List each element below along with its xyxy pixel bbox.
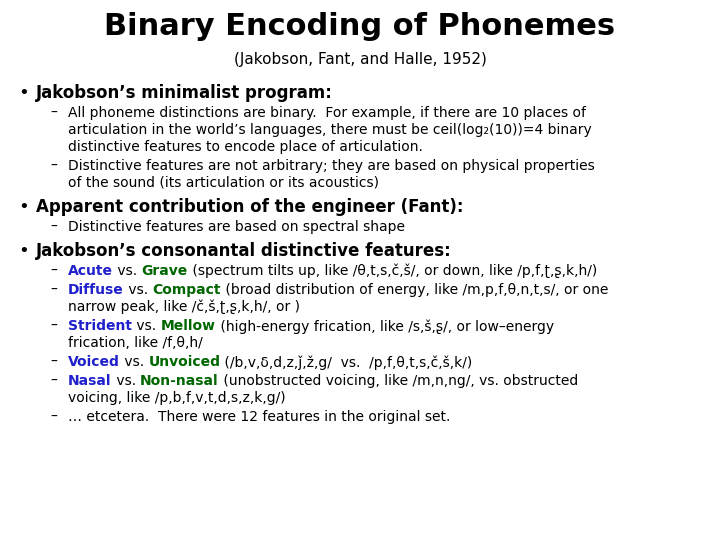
Text: distinctive features to encode place of articulation.: distinctive features to encode place of …	[68, 140, 423, 154]
Text: All phoneme distinctions are binary.  For example, if there are 10 places of: All phoneme distinctions are binary. For…	[68, 106, 586, 120]
Text: –: –	[50, 410, 57, 424]
Text: (Jakobson, Fant, and Halle, 1952): (Jakobson, Fant, and Halle, 1952)	[233, 52, 487, 67]
Text: vs.: vs.	[120, 355, 148, 369]
Text: articulation in the world’s languages, there must be ceil(log₂(10))=4 binary: articulation in the world’s languages, t…	[68, 123, 592, 137]
Text: Nasal: Nasal	[68, 374, 112, 388]
Text: –: –	[50, 106, 57, 120]
Text: vs.: vs.	[132, 319, 161, 333]
Text: Grave: Grave	[142, 264, 188, 278]
Text: voicing, like /p,b,f,v,t,d,s,z,k,g/): voicing, like /p,b,f,v,t,d,s,z,k,g/)	[68, 391, 286, 405]
Text: vs.: vs.	[124, 283, 152, 297]
Text: frication, like /f,θ,h/: frication, like /f,θ,h/	[68, 336, 203, 350]
Text: Binary Encoding of Phonemes: Binary Encoding of Phonemes	[104, 12, 616, 41]
Text: (/b,v,δ,d,z,ǰ,ž,g/  vs.  /p,f,θ,t,s,č,š,k/): (/b,v,δ,d,z,ǰ,ž,g/ vs. /p,f,θ,t,s,č,š,k/…	[220, 355, 472, 369]
Text: Unvoiced: Unvoiced	[148, 355, 220, 369]
Text: Non-nasal: Non-nasal	[140, 374, 219, 388]
Text: –: –	[50, 319, 57, 333]
Text: vs.: vs.	[113, 264, 142, 278]
Text: Apparent contribution of the engineer (Fant):: Apparent contribution of the engineer (F…	[36, 198, 464, 216]
Text: Voiced: Voiced	[68, 355, 120, 369]
Text: •: •	[18, 84, 29, 102]
Text: Strident: Strident	[68, 319, 132, 333]
Text: –: –	[50, 355, 57, 369]
Text: Distinctive features are not arbitrary; they are based on physical properties: Distinctive features are not arbitrary; …	[68, 159, 595, 173]
Text: –: –	[50, 283, 57, 297]
Text: Compact: Compact	[152, 283, 221, 297]
Text: Acute: Acute	[68, 264, 113, 278]
Text: –: –	[50, 220, 57, 234]
Text: narrow peak, like /č,š,ʈ,ʂ,k,h/, or ): narrow peak, like /č,š,ʈ,ʂ,k,h/, or )	[68, 300, 300, 314]
Text: •: •	[18, 242, 29, 260]
Text: (high-energy frication, like /s,š,ʂ/, or low–energy: (high-energy frication, like /s,š,ʂ/, or…	[215, 319, 554, 334]
Text: Jakobson’s minimalist program:: Jakobson’s minimalist program:	[36, 84, 333, 102]
Text: –: –	[50, 159, 57, 173]
Text: Jakobson’s consonantal distinctive features:: Jakobson’s consonantal distinctive featu…	[36, 242, 451, 260]
Text: of the sound (its articulation or its acoustics): of the sound (its articulation or its ac…	[68, 176, 379, 190]
Text: Distinctive features are based on spectral shape: Distinctive features are based on spectr…	[68, 220, 405, 234]
Text: –: –	[50, 264, 57, 278]
Text: (unobstructed voicing, like /m,n,ng/, vs. obstructed: (unobstructed voicing, like /m,n,ng/, vs…	[219, 374, 578, 388]
Text: (broad distribution of energy, like /m,p,f,θ,n,t,s/, or one: (broad distribution of energy, like /m,p…	[221, 283, 608, 297]
Text: (spectrum tilts up, like /θ,t,s,č,š/, or down, like /p,f,ʈ,ʂ,k,h/): (spectrum tilts up, like /θ,t,s,č,š/, or…	[188, 264, 597, 279]
Text: Mellow: Mellow	[161, 319, 215, 333]
Text: … etcetera.  There were 12 features in the original set.: … etcetera. There were 12 features in th…	[68, 410, 451, 424]
Text: •: •	[18, 198, 29, 216]
Text: vs.: vs.	[112, 374, 140, 388]
Text: Diffuse: Diffuse	[68, 283, 124, 297]
Text: –: –	[50, 374, 57, 388]
